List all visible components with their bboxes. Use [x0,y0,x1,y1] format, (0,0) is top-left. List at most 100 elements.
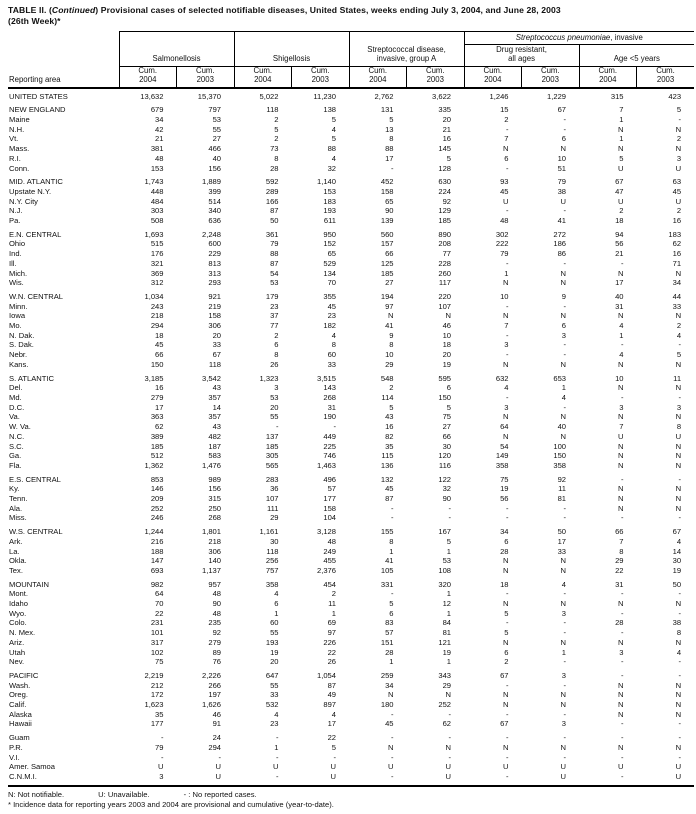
value-cell: 8 [331,340,337,350]
value-cell: 104 [323,513,337,523]
table-row: Minn. 243 219 23 45 97 107 - - 31 33 [8,302,694,312]
value-cell: 155 [380,527,394,537]
reporting-area-cell: Del. [9,383,23,393]
table-row: Calif. 1,623 1,626 532 897 180 252 N N N N [8,700,694,710]
value-cell: N [445,690,452,700]
value-cell: 455 [323,556,337,566]
value-cell: 152 [323,239,337,249]
value-cell: N [560,278,567,288]
value-cell: 46 [212,709,222,719]
value-cell: 228 [438,258,452,268]
reporting-area-cell: Pa. [9,216,21,226]
value-cell: - [678,340,682,350]
value-cell: 183 [323,196,337,206]
value-cell: N [503,556,509,566]
value-cell: 8 [274,153,279,163]
value-cell: - [506,392,509,402]
value-cell: N [675,690,682,700]
table-row: Mont. 64 48 4 2 - 1 - - - - [8,589,694,599]
value-cell: - [448,513,452,523]
value-cell: 1,889 [202,177,222,187]
value-cell: - [621,340,624,350]
value-cell: N [560,311,567,321]
value-cell: N [560,412,567,422]
value-cell: - [506,618,509,628]
value-cell: U [560,762,567,772]
legend-no-reported-cases: - : No reported cases. [183,789,257,799]
value-cell: 31 [615,301,624,311]
value-cell: 16 [672,249,682,259]
strep-pneumoniae-rest: , invasive [610,33,643,43]
value-cell: N [618,268,624,278]
value-cell: N [675,709,682,719]
value-cell: 5 [331,742,337,752]
value-cell: N [675,144,682,154]
table-row: N.Y. City 484 514 166 183 65 92 U U U U [8,197,694,207]
table-row: Kans. 150 118 26 33 29 19 N N N N [8,360,694,370]
value-cell: N [388,311,394,321]
value-cell: N [560,556,567,566]
value-cell: 305 [265,451,279,461]
reporting-area-cell: Miss. [9,513,27,523]
value-cell: - [678,670,682,680]
value-cell: 84 [442,618,452,628]
table-row: S. Dak. 45 33 6 8 8 18 3 - - - [8,340,694,350]
table-row: Vt. 21 27 2 5 8 16 7 6 1 2 [8,134,694,144]
value-cell: 107 [438,301,452,311]
value-cell: 48 [500,216,509,226]
value-cell: N [618,460,624,470]
value-cell: 183 [668,229,682,239]
title-week: (26th Week)* [8,16,61,26]
value-cell: N [675,124,682,134]
value-cell: 22 [327,733,337,743]
value-cell: 180 [380,700,394,710]
value-cell: 45 [327,301,337,311]
value-cell: 1,229 [547,91,567,101]
col-group-drug-resistant: Drug resistant, all ages [463,44,580,67]
value-cell: 185 [265,441,279,451]
reporting-area-cell: Minn. [9,301,28,311]
reporting-area-cell: W.S. CENTRAL [9,527,63,537]
value-cell: 57 [327,484,337,494]
value-cell: 38 [672,618,682,628]
value-cell: - [506,330,509,340]
value-cell: 315 [610,91,624,101]
value-cell: - [333,422,337,432]
value-cell: 224 [438,186,452,196]
value-cell: 1,626 [202,700,222,710]
value-cell: 70 [327,278,337,288]
reporting-area-cell: P.R. [9,742,23,752]
value-cell: - [563,301,567,311]
value-cell: 66 [442,431,452,441]
value-cell: - [621,258,624,268]
value-cell: 77 [270,321,279,331]
value-cell: 989 [208,474,222,484]
value-cell: 1,246 [489,91,509,101]
value-cell: 12 [442,599,452,609]
value-cell: 150 [553,451,567,461]
value-cell: - [506,163,509,173]
value-cell: 60 [327,350,337,360]
reporting-area-cell: Upstate N.Y. [9,186,52,196]
value-cell: 3 [676,153,682,163]
value-cell: 118 [266,105,279,115]
value-cell: 88 [270,249,279,259]
value-cell: - [390,589,394,599]
reporting-area-cell: Wis. [9,278,24,288]
value-cell: N [503,690,509,700]
value-cell: 8 [676,422,682,432]
table-row: W. Va. 62 43 - - 16 27 64 40 7 8 [8,422,694,432]
value-cell: 6 [274,340,279,350]
value-cell: 514 [208,196,222,206]
value-cell: 250 [208,503,222,513]
strep-pneumoniae-italic: Streptococcus pneumoniae [515,33,611,43]
value-cell: 14 [672,546,682,556]
value-cell: 67 [672,527,682,537]
table-row: E.N. CENTRAL 1,693 2,248 361 950 560 890 302 272… [8,226,694,240]
value-cell: 592 [265,177,279,187]
value-cell: 56 [500,494,509,504]
value-cell: 125 [380,258,394,268]
value-cell: - [506,503,509,513]
value-cell: 21 [155,134,164,144]
value-cell: 1 [619,115,624,124]
